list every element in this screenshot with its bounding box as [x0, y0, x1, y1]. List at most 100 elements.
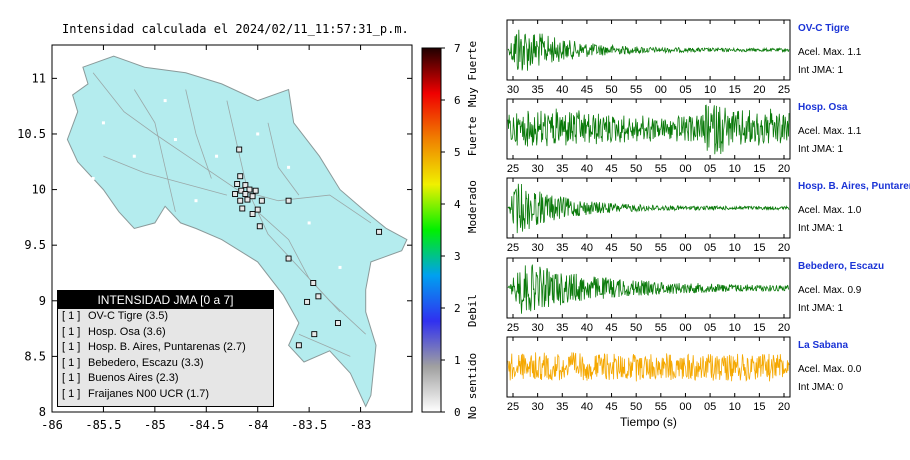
map-y-tick-label: 10: [32, 183, 46, 197]
colorbar-tick-label: 2: [454, 302, 461, 315]
legend-item-code: [ 1 ]: [62, 356, 81, 369]
station-marker: [239, 205, 246, 212]
map-axes: -86 -85.5 -85 -84.5 -84 -83.5 -83 11 10.5 10 9.5 9 8…: [17, 44, 413, 432]
trace-x-tick-label: 40: [581, 401, 593, 413]
station-marker: [254, 206, 261, 213]
map-road-line: [257, 211, 341, 313]
trace-x-tick-label: 55: [655, 242, 667, 254]
colorbar-gradient: [421, 47, 442, 413]
map-x-tick-label: -86: [41, 418, 63, 432]
station-marker: [252, 187, 259, 194]
trace-x-tick-label: 35: [556, 401, 568, 413]
station-marker: [242, 182, 249, 189]
station-jma-intensity: Int JMA: 1: [798, 303, 844, 314]
legend-item-code: [ 1 ]: [62, 387, 81, 400]
station-marker: [311, 331, 318, 338]
station-name: OV-C Tigre: [798, 23, 850, 34]
trace-x-tick-label: 50: [605, 84, 617, 96]
trace-x-tick-label: 45: [605, 322, 617, 334]
waveform-trace: [507, 29, 790, 71]
town-dot: [369, 288, 373, 292]
trace-x-tick-label: 10: [729, 322, 741, 334]
station-marker: [285, 197, 292, 204]
trace-x-tick-label: 20: [778, 322, 790, 334]
waveform-trace: [507, 183, 790, 234]
trace-x-tick-label: 05: [704, 401, 716, 413]
trace-x-tick-label: 00: [679, 401, 691, 413]
trace-x-tick-label: 55: [630, 84, 642, 96]
station-marker: [236, 146, 243, 153]
trace-x-tick-label: 20: [778, 163, 790, 175]
town-dot: [215, 154, 219, 158]
legend-item-code: [ 1 ]: [62, 341, 81, 353]
legend-item: [ 1 ] Fraijanes N00 UCR (1.7): [58, 387, 273, 403]
trace-x-tick-label: 15: [753, 242, 765, 254]
legend-item: [ 1 ] OV-C Tigre (3.5): [58, 309, 273, 325]
station-marker: [232, 191, 239, 197]
station-name: Hosp. B. Aires, Puntarenas: [798, 181, 910, 192]
intensity-colorbar: 0 1 2 3 4 5 6 7 No sentido Debil Moderado Fuerte Muy…: [421, 41, 479, 419]
town-dot: [101, 121, 105, 125]
trace-x-tick-label: 15: [753, 163, 765, 175]
legend-list: [ 1 ] OV-C Tigre (3.5) [ 1 ] Hosp. Osa (3.6…: [58, 309, 273, 402]
trace-x-tick-label: 50: [630, 322, 642, 334]
trace-x-tick-label: 45: [605, 401, 617, 413]
trace-x-tick-label: 05: [704, 322, 716, 334]
trace-x-tick-label: 50: [630, 242, 642, 254]
trace-panel: 30 35 40 45 50 55 00 05 10 15 20 25: [506, 19, 791, 96]
map-y-tick-label: 9.5: [24, 238, 46, 252]
legend-item: [ 1 ] Hosp. B. Aires, Puntarenas (2.7): [58, 340, 273, 356]
trace-x-tick-label: 30: [532, 401, 544, 413]
map-x-tick-label: -84: [247, 418, 269, 432]
trace-x-tick-label: 40: [581, 322, 593, 334]
map-road-line: [103, 155, 228, 196]
town-dot: [91, 176, 95, 180]
town-dot: [307, 221, 311, 225]
trace-x-tick-label: 10: [704, 84, 716, 96]
trace-x-tick-label: 35: [556, 242, 568, 254]
station-name: Bebedero, Escazu: [798, 261, 885, 272]
trace-x-tick-label: 45: [605, 163, 617, 175]
map-title: Intensidad calculada el 2024/02/11_11:57…: [62, 22, 409, 36]
station-marker: [249, 211, 256, 217]
legend-item-label: Buenos Aires (2.3): [88, 372, 179, 384]
colorbar-tick-label: 6: [454, 94, 461, 107]
trace-x-tick-label: 05: [704, 242, 716, 254]
map-y-tick-label: 9: [39, 294, 46, 308]
trace-x-tick-label: 40: [581, 242, 593, 254]
station-marker: [246, 186, 253, 193]
waveform-trace: [507, 264, 789, 314]
station-jma-intensity: Int JMA: 1: [798, 144, 844, 155]
station-jma-intensity: Int JMA: 1: [798, 65, 844, 76]
trace-x-tick-label: 45: [605, 242, 617, 254]
legend-item-label: Hosp. Osa (3.6): [88, 325, 166, 338]
trace-panel: 25 30 35 40 45 50 55 00 05 10 15 20: [506, 257, 791, 334]
station-marker: [295, 342, 302, 349]
trace-x-tick-label: 15: [753, 322, 765, 334]
map-y-tick-label: 8.5: [24, 349, 46, 363]
legend-item-label: Fraijanes N00 UCR (1.7): [88, 387, 210, 400]
trace-x-tick-label: 35: [556, 163, 568, 175]
map-x-tick-label: -84.5: [188, 418, 224, 432]
trace-x-tick-label: 20: [753, 84, 765, 96]
trace-panel: 25 30 35 40 45 50 55 00 05 10 15 20: [506, 177, 791, 254]
legend-item-label: Hosp. B. Aires, Puntarenas (2.7): [88, 341, 246, 353]
legend-header: INTENSIDAD JMA [0 a 7]: [58, 291, 273, 309]
trace-x-tick-label: 40: [581, 163, 593, 175]
trace-x-tick-label: 15: [753, 401, 765, 413]
time-axis-label: Tiempo (s): [620, 415, 677, 429]
station-max-accel: Acel. Max. 1.1: [798, 47, 862, 58]
station-marker: [238, 187, 245, 194]
station-name: Hosp. Osa: [798, 102, 848, 113]
station-jma-intensity: Int JMA: 0: [798, 382, 844, 393]
town-dot: [163, 99, 167, 103]
trace-x-tick-label: 20: [778, 242, 790, 254]
trace-x-tick-label: 50: [630, 401, 642, 413]
trace-frame: [506, 336, 791, 398]
trace-x-tick-label: 30: [532, 163, 544, 175]
trace-x-tick-label: 25: [507, 401, 519, 413]
legend-item-code: [ 1 ]: [62, 325, 81, 338]
trace-x-tick-label: 00: [679, 163, 691, 175]
map-y-tick-label: 11: [32, 71, 46, 85]
